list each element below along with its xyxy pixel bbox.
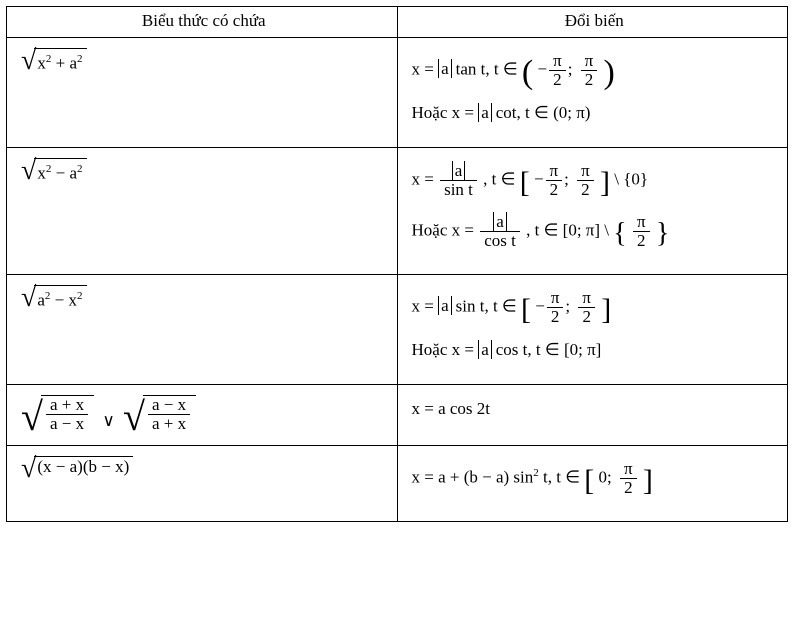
substitution-table: Biểu thức có chứa Đổi biến √ x2 + a2 x =…	[6, 6, 788, 522]
sub-text: x =	[412, 169, 439, 188]
expr-exponent: 2	[77, 53, 83, 65]
frac-num: π	[578, 289, 595, 307]
frac-den: a + x	[148, 414, 190, 433]
frac-den: 2	[546, 180, 563, 199]
abs-value: a	[493, 212, 507, 231]
frac-den: 2	[577, 180, 594, 199]
sub-text: x = a + (b − a) sin	[412, 467, 534, 486]
sub-text: cos t, t ∈	[496, 340, 564, 359]
interval-text: 0	[599, 467, 608, 486]
abs-value: a	[478, 103, 492, 122]
frac-den: 2	[581, 70, 598, 89]
sub-cell: x = atan t, t ∈ ( −π2; π2 ) Hoặc x = aco…	[397, 38, 788, 148]
sub-text: Hoặc x =	[412, 340, 479, 359]
table-row: √ x2 + a2 x = atan t, t ∈ ( −π2; π2 ) Ho…	[7, 38, 788, 148]
abs-value: a	[478, 340, 492, 359]
frac-num: π	[620, 460, 637, 478]
radical-icon: √	[21, 50, 36, 72]
expr-cell: √ (x − a)(b − x)	[7, 446, 398, 522]
expr-cell: √ x2 − a2	[7, 148, 398, 275]
header-col-substitution: Đổi biến	[397, 7, 788, 38]
radical-icon: √	[21, 458, 36, 480]
frac-num: π	[547, 289, 564, 307]
frac-num: π	[581, 52, 598, 70]
substitution-line: x = a cos 2t	[412, 399, 778, 419]
frac-den: a − x	[46, 414, 88, 433]
radical-icon: √	[21, 287, 36, 309]
expr-cell: √ a + xa − x ∨ √ a − xa + x	[7, 385, 398, 446]
interval-text: (0; π)	[553, 103, 590, 122]
setminus-icon: \	[614, 169, 623, 188]
sub-cell: x = asin t , t ∈ [ −π2; π2 ] \ {0} Hoặc …	[397, 148, 788, 275]
expr-text: a	[37, 291, 45, 310]
frac-num: π	[546, 162, 563, 180]
radical-icon: √	[21, 399, 43, 435]
frac-den: 2	[547, 307, 564, 326]
expr-exponent: 2	[77, 163, 83, 175]
substitution-line: x = asin t, t ∈ [ −π2; π2 ]	[412, 289, 778, 326]
sub-text: t, t ∈	[539, 467, 585, 486]
expr-text: (x − a)(b − x)	[34, 456, 133, 479]
header-col-expression: Biểu thức có chứa	[7, 7, 398, 38]
substitution-line: Hoặc x = acos t , t ∈ [0; π] \ { π2 }	[412, 213, 778, 250]
substitution-line: x = atan t, t ∈ ( −π2; π2 )	[412, 52, 778, 89]
abs-value: a	[438, 296, 452, 315]
frac-den: 2	[620, 478, 637, 497]
expr-text: − x	[50, 291, 77, 310]
abs-value: a	[452, 161, 466, 180]
expr-text: + a	[51, 54, 77, 73]
frac-den: cos t	[480, 231, 520, 250]
expr-text: x	[37, 164, 46, 183]
frac-den: 2	[633, 231, 650, 250]
substitution-line: x = asin t , t ∈ [ −π2; π2 ] \ {0}	[412, 162, 778, 199]
abs-value: a	[438, 59, 452, 78]
frac-den: 2	[578, 307, 595, 326]
sub-text: tan t, t ∈	[456, 59, 522, 78]
or-symbol: ∨	[102, 411, 114, 430]
frac-den: sin t	[440, 180, 477, 199]
table-row: √ a + xa − x ∨ √ a − xa + x x = a	[7, 385, 788, 446]
expr-exponent: 2	[77, 290, 83, 302]
frac-den: 2	[549, 70, 566, 89]
table-row: √ a2 − x2 x = asin t, t ∈ [ −π2; π2 ] Ho…	[7, 275, 788, 385]
sub-text: Hoặc x =	[412, 220, 479, 239]
sub-text: , t ∈	[526, 220, 563, 239]
substitution-line: x = a + (b − a) sin2 t, t ∈ [ 0; π2 ]	[412, 460, 778, 497]
radical-icon: √	[21, 160, 36, 182]
setminus-icon: \	[604, 220, 613, 239]
sub-cell: x = a cos 2t	[397, 385, 788, 446]
sub-text: sin t, t ∈	[456, 296, 521, 315]
sub-text: x =	[412, 59, 439, 78]
sub-text: , t ∈	[483, 169, 520, 188]
radical-icon: √	[123, 399, 145, 435]
sub-text: cot, t ∈	[496, 103, 553, 122]
sub-text: x =	[412, 296, 439, 315]
frac-num: π	[549, 52, 566, 70]
expr-text: x	[37, 54, 46, 73]
substitution-line: Hoặc x = acot, t ∈ (0; π)	[412, 103, 778, 123]
substitution-line: Hoặc x = acos t, t ∈ [0; π]	[412, 340, 778, 360]
expr-cell: √ x2 + a2	[7, 38, 398, 148]
table-row: √ x2 − a2 x = asin t , t ∈ [ −π2; π2 ] \…	[7, 148, 788, 275]
frac-num: a − x	[148, 396, 190, 414]
table-header-row: Biểu thức có chứa Đổi biến	[7, 7, 788, 38]
expr-text: − a	[51, 164, 77, 183]
frac-num: a + x	[46, 396, 88, 414]
frac-num: π	[577, 162, 594, 180]
frac-num: π	[633, 213, 650, 231]
set-text: {0}	[623, 169, 648, 188]
sub-text: Hoặc x =	[412, 103, 479, 122]
table-row: √ (x − a)(b − x) x = a + (b − a) sin 2 t,…	[7, 446, 788, 522]
interval-text: [0; π]	[564, 340, 601, 359]
sub-cell: x = asin t, t ∈ [ −π2; π2 ] Hoặc x = aco…	[397, 275, 788, 385]
expr-cell: √ a2 − x2	[7, 275, 398, 385]
sub-cell: x = a + (b − a) sin2 t, t ∈ [ 0; π2 ]	[397, 446, 788, 522]
interval-text: [0; π]	[563, 220, 600, 239]
